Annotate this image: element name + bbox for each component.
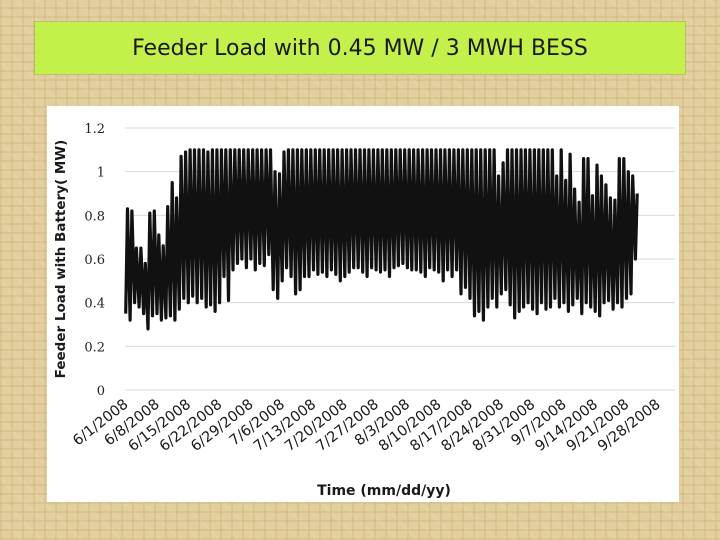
chart-panel: 0 0.2 0.4 0.6 0.8 1 1.2 6/1/2008 6/8/2008 6/15/20… [47,106,679,502]
title-banner: Feeder Load with 0.45 MW / 3 MWH BESS [35,22,685,74]
y-tick-label: 0.2 [84,340,105,355]
slide-title: Feeder Load with 0.45 MW / 3 MWH BESS [132,35,588,61]
y-tick-label: 0.6 [84,253,105,268]
y-tick-label: 0.4 [84,297,105,312]
y-tick-label: 0.8 [84,209,105,224]
line-chart: 00.20.40.60.811.26/1/20086/8/20086/15/20… [53,122,675,499]
x-axis-title: Time (mm/dd/yy) [317,483,451,499]
y-tick-label: 1.2 [84,122,105,137]
y-axis-title: Feeder Load with Battery( MW) [53,140,69,379]
y-tick-label: 0 [97,384,105,399]
y-tick-label: 1 [97,166,105,181]
series-line [124,148,639,331]
